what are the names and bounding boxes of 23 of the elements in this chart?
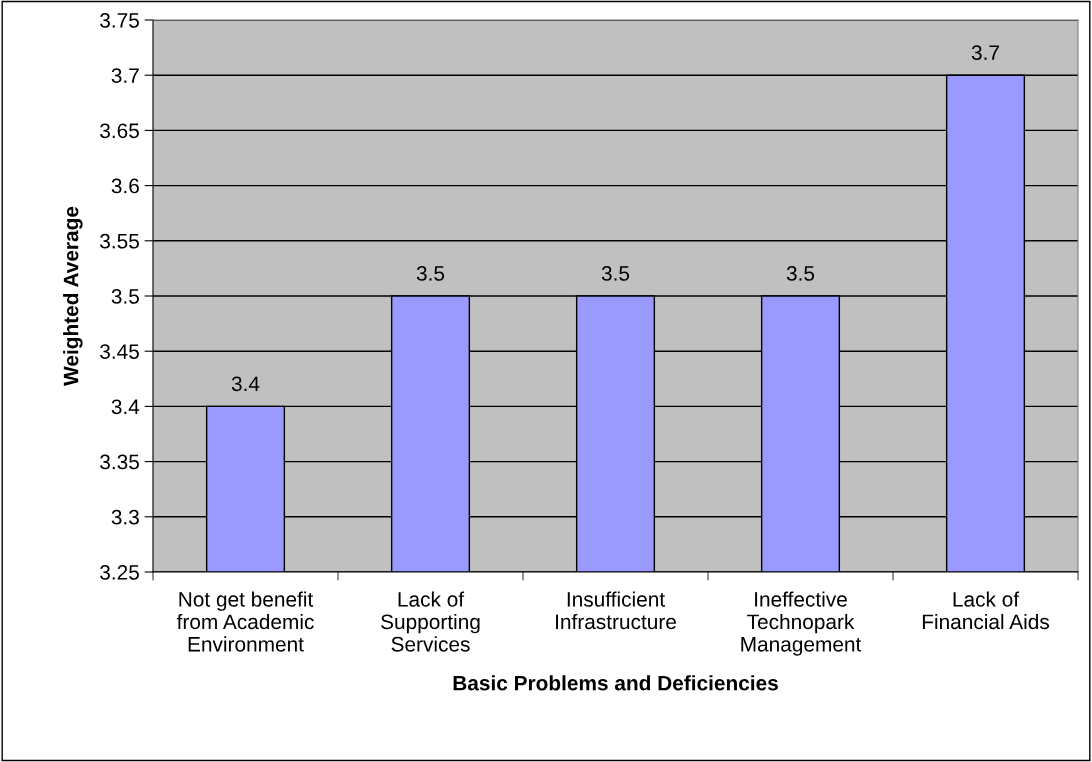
data-label: 3.7 — [971, 45, 999, 60]
y-tick-label: 3.75 — [100, 13, 139, 28]
data-label: 3.5 — [786, 266, 815, 281]
x-tick-label: Insufficient Infrastructure — [556, 591, 676, 630]
x-tick-label: Not get benefit from Academic Environment — [176, 591, 314, 652]
data-label: 3.5 — [416, 266, 445, 281]
y-tick-label: 3.55 — [100, 233, 139, 249]
y-tick-label: 3.4 — [111, 399, 140, 415]
y-axis-title: Weighted Average — [63, 206, 83, 386]
y-tick-label: 3.7 — [111, 68, 139, 83]
y-tick-label: 3.45 — [100, 344, 139, 359]
y-tick-label: 3.35 — [100, 454, 139, 470]
y-tick-label: 3.5 — [111, 289, 139, 304]
data-label: 3.4 — [231, 376, 260, 392]
x-axis-title: Basic Problems and Deficiencies — [453, 675, 778, 691]
x-tick-label: Ineffective Technopark Management — [741, 591, 862, 656]
y-tick-label: 3.25 — [100, 565, 139, 580]
y-tick-label: 3.3 — [111, 509, 139, 525]
x-tick-label: Lack of Supporting Services — [381, 591, 480, 652]
x-tick-label: Lack of Financial Aids — [922, 591, 1050, 630]
data-label: 3.5 — [601, 266, 630, 281]
y-tick-label: 3.6 — [111, 178, 139, 194]
y-tick-label: 3.65 — [100, 123, 139, 139]
